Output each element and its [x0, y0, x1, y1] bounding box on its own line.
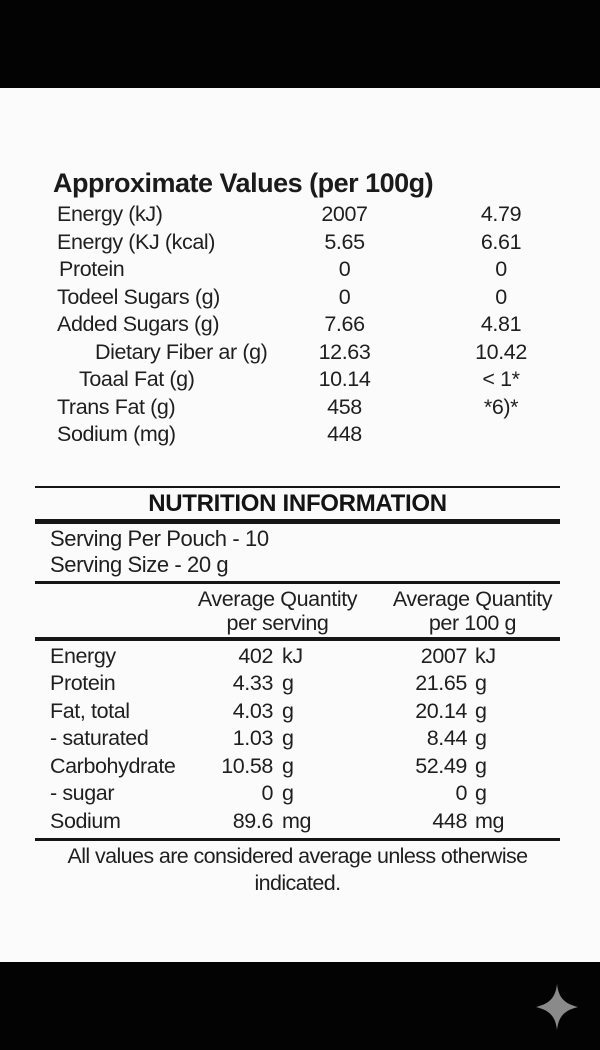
value-per-100g: 20.14 — [415, 698, 467, 723]
value-per-serving: 4.03 — [232, 698, 274, 723]
value-secondary — [422, 421, 580, 449]
nutrient-label: Carbohydrate — [50, 753, 176, 778]
bottom-letterbox-bar — [0, 962, 600, 1050]
unit-per-100g: mg — [475, 809, 505, 834]
nutrient-label: Energy (KJ (kcal) — [57, 229, 216, 254]
value-per-serving: 1.03 — [232, 726, 274, 751]
unit-per-100g: kJ — [475, 643, 496, 668]
value-secondary: 4.79 — [480, 202, 522, 226]
approx-table-row: Energy (KJ (kcal) 5.65 6.61 — [0, 229, 580, 257]
nutrient-label: - saturated — [50, 726, 149, 751]
value-per-serving: 10.14 — [318, 367, 371, 391]
nutrient-label: Dietary Fiber ar (g) — [95, 339, 268, 364]
nutrition-information-table: NUTRITION INFORMATION Serving Per Pouch … — [35, 485, 560, 897]
spacer-cell — [35, 587, 170, 635]
approx-table-row: Added Sugars (g) 7.66 4.81 — [0, 311, 580, 339]
value-per-serving: 12.63 — [318, 339, 371, 364]
unit-per-serving: g — [282, 781, 294, 806]
nutrition-table-row: Carbohydrate 10.58 g 52.49 g — [35, 753, 560, 781]
nutrient-label: Protein — [50, 671, 116, 696]
unit-per-100g: g — [475, 753, 487, 778]
nutrient-label: Protein — [59, 257, 125, 281]
nutrient-label: Sodium (mg) — [57, 422, 176, 446]
value-per-serving: 7.66 — [324, 312, 365, 336]
value-per-serving: 0 — [338, 257, 351, 281]
approx-table-row: Sodium (mg) 448 — [0, 421, 580, 449]
sparkle-icon[interactable] — [536, 984, 578, 1030]
unit-per-100g: g — [475, 698, 487, 723]
value-secondary: 6.61 — [480, 229, 522, 254]
unit-per-serving: g — [282, 671, 294, 696]
unit-per-serving: g — [282, 698, 294, 723]
average-values-footnote: All values are considered average unless… — [35, 837, 560, 897]
approx-table-row: Energy (kJ) 2007 4.79 — [0, 201, 580, 229]
value-secondary: < 1* — [482, 367, 520, 391]
top-letterbox-bar — [0, 0, 600, 88]
nutrient-label: Sodium — [50, 809, 121, 834]
col-header-line: Average Quantity — [197, 586, 358, 611]
value-per-serving: 89.6 — [232, 809, 274, 834]
unit-per-serving: g — [282, 753, 294, 778]
col-header-line: per serving — [226, 610, 329, 635]
serving-size: Serving Size - 20 g — [50, 551, 229, 577]
nutrition-table-row: Protein 4.33 g 21.65 g — [35, 670, 560, 698]
value-per-100g: 0 — [455, 781, 467, 806]
col-header-line: per 100 g — [428, 610, 517, 635]
value-per-serving: 0 — [261, 781, 273, 806]
nutrient-label: Toaal Fat (g) — [79, 367, 195, 391]
unit-per-serving: mg — [282, 809, 312, 834]
value-secondary: 0 — [495, 284, 507, 309]
value-per-serving: 10.58 — [221, 753, 273, 778]
value-per-serving: 458 — [327, 394, 362, 419]
approx-values-title: Approximate Values (per 100g) — [53, 168, 434, 198]
nutrition-table-row: - saturated 1.03 g 8.44 g — [35, 725, 560, 753]
value-per-serving: 5.65 — [324, 229, 365, 254]
col-header-per-100g: Average Quantity per 100 g — [385, 587, 560, 635]
unit-per-100g: g — [475, 726, 487, 751]
value-per-serving: 0 — [338, 284, 351, 309]
value-per-100g: 52.49 — [415, 753, 467, 778]
approx-values-table: Energy (kJ) 2007 4.79 Energy (KJ (kcal) … — [0, 201, 580, 449]
unit-per-serving: kJ — [282, 643, 303, 668]
value-per-serving: 4.33 — [232, 671, 274, 696]
value-per-100g: 2007 — [420, 643, 468, 668]
nutrition-table-row: Sodium 89.6 mg 448 mg — [35, 808, 560, 836]
approx-table-row: Todeel Sugars (g) 0 0 — [0, 284, 580, 312]
nutrient-label: Added Sugars (g) — [57, 312, 220, 336]
nutrition-label-photo: Approximate Values (per 100g) Energy (kJ… — [0, 88, 600, 962]
value-secondary: 0 — [495, 257, 507, 281]
value-per-serving: 2007 — [321, 202, 368, 226]
value-per-100g: 448 — [432, 809, 467, 834]
approx-table-row: Dietary Fiber ar (g) 12.63 10.42 — [0, 339, 580, 367]
col-header-line: Average Quantity — [392, 586, 553, 611]
serving-info: Serving Per Pouch - 10 Serving Size - 20… — [35, 524, 560, 584]
col-header-per-serving: Average Quantity per serving — [170, 587, 385, 635]
value-secondary: *6)* — [483, 394, 519, 419]
nutrition-information-title: NUTRITION INFORMATION — [35, 485, 560, 524]
nutrition-table-row: - sugar 0 g 0 g — [35, 780, 560, 808]
value-secondary: 4.81 — [480, 312, 522, 336]
serving-per-pouch: Serving Per Pouch - 10 — [50, 525, 269, 551]
nutrition-rows: Energy 402 kJ 2007 kJ Protein 4.33 g 21.… — [35, 641, 560, 836]
nutrition-table-row: Energy 402 kJ 2007 kJ — [35, 643, 560, 671]
value-per-serving: 448 — [327, 422, 362, 446]
nutrient-label: Energy — [50, 643, 116, 668]
unit-per-100g: g — [475, 781, 487, 806]
nutrient-label: Todeel Sugars (g) — [57, 284, 220, 309]
column-headers: Average Quantity per serving Average Qua… — [35, 584, 560, 641]
approx-table-row: Protein 0 0 — [0, 256, 580, 284]
nutrition-table-row: Fat, total 4.03 g 20.14 g — [35, 698, 560, 726]
approx-table-row: Toaal Fat (g) 10.14 < 1* — [0, 366, 580, 394]
value-secondary: 10.42 — [475, 339, 527, 364]
value-per-100g: 21.65 — [415, 671, 467, 696]
nutrient-label: Trans Fat (g) — [57, 394, 176, 419]
nutrient-label: Energy (kJ) — [57, 202, 163, 226]
unit-per-serving: g — [282, 726, 294, 751]
approx-table-row: Trans Fat (g) 458 *6)* — [0, 394, 580, 422]
nutrient-label: - sugar — [50, 781, 115, 806]
value-per-serving: 402 — [238, 643, 273, 668]
nutrient-label: Fat, total — [50, 698, 130, 723]
unit-per-100g: g — [475, 671, 487, 696]
value-per-100g: 8.44 — [426, 726, 468, 751]
